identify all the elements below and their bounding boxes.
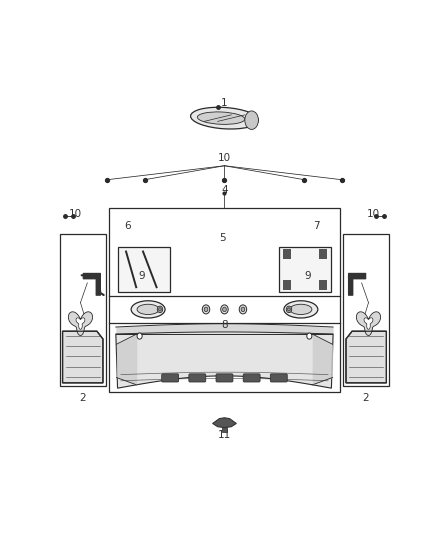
Bar [283, 249, 291, 259]
Polygon shape [116, 334, 333, 388]
Ellipse shape [137, 333, 142, 339]
Polygon shape [76, 318, 85, 329]
Ellipse shape [191, 107, 258, 129]
Text: 9: 9 [304, 271, 311, 281]
Bar [279, 247, 332, 292]
Bar [117, 247, 170, 292]
Polygon shape [68, 312, 92, 335]
Polygon shape [63, 331, 103, 383]
Bar [109, 207, 340, 392]
FancyBboxPatch shape [95, 275, 101, 296]
Text: 4: 4 [221, 185, 228, 195]
Ellipse shape [284, 301, 318, 318]
Ellipse shape [290, 304, 312, 314]
Text: 5: 5 [219, 233, 226, 243]
Ellipse shape [204, 307, 208, 312]
Text: 2: 2 [80, 393, 86, 403]
Text: 10: 10 [367, 209, 380, 219]
Bar [60, 235, 106, 386]
FancyBboxPatch shape [348, 273, 366, 279]
Ellipse shape [245, 111, 258, 130]
Ellipse shape [159, 308, 161, 311]
FancyBboxPatch shape [270, 374, 287, 382]
Ellipse shape [198, 112, 245, 124]
Ellipse shape [137, 304, 159, 314]
Bar [319, 280, 327, 289]
Polygon shape [357, 312, 381, 335]
Bar [319, 249, 327, 259]
FancyBboxPatch shape [162, 374, 179, 382]
Ellipse shape [202, 305, 210, 314]
FancyBboxPatch shape [83, 273, 101, 279]
Ellipse shape [288, 308, 290, 311]
FancyBboxPatch shape [348, 275, 353, 296]
Text: 10: 10 [69, 209, 82, 219]
Ellipse shape [239, 305, 247, 314]
Ellipse shape [223, 307, 226, 312]
Text: 11: 11 [218, 430, 231, 440]
FancyBboxPatch shape [216, 374, 233, 382]
Ellipse shape [131, 301, 165, 318]
Polygon shape [364, 318, 373, 329]
Ellipse shape [286, 306, 292, 313]
FancyBboxPatch shape [243, 374, 260, 382]
Ellipse shape [221, 305, 228, 314]
Text: 8: 8 [221, 320, 228, 329]
FancyBboxPatch shape [189, 374, 206, 382]
Text: 2: 2 [363, 393, 369, 403]
Polygon shape [212, 418, 237, 427]
Text: 3: 3 [76, 321, 82, 332]
Polygon shape [346, 331, 386, 383]
Text: 3: 3 [367, 321, 373, 332]
Text: 9: 9 [138, 271, 145, 281]
Ellipse shape [241, 307, 245, 312]
Ellipse shape [157, 306, 162, 313]
Bar [283, 280, 291, 289]
Text: 7: 7 [313, 221, 319, 231]
Text: 1: 1 [221, 98, 228, 108]
Bar [222, 427, 227, 432]
Bar [343, 235, 389, 386]
Ellipse shape [307, 333, 312, 339]
Text: 6: 6 [124, 221, 131, 231]
Text: 10: 10 [218, 154, 231, 163]
